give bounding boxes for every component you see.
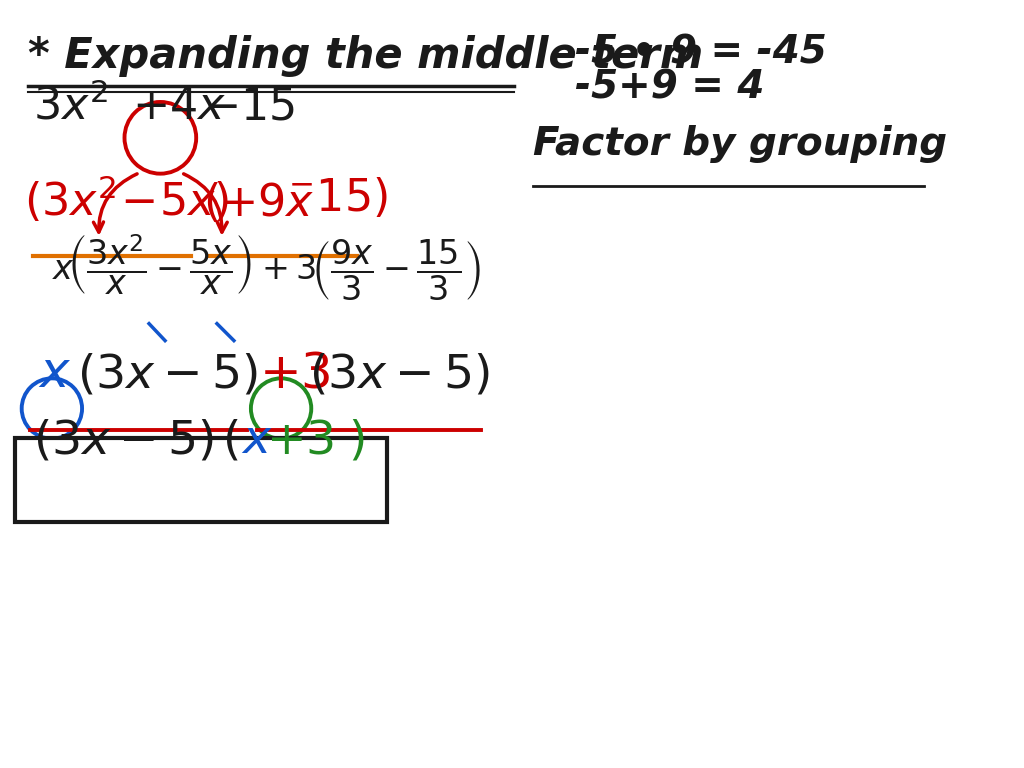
Text: $(3x - 5)$: $(3x - 5)$ bbox=[78, 353, 258, 397]
Text: $x$: $x$ bbox=[38, 349, 71, 397]
Text: $3x^2$: $3x^2$ bbox=[33, 84, 109, 128]
Text: * Expanding the middle term: * Expanding the middle term bbox=[29, 35, 703, 77]
Text: $+3\;)$: $+3\;)$ bbox=[266, 419, 365, 463]
Text: $+3$: $+3$ bbox=[259, 349, 331, 397]
Text: $x$: $x$ bbox=[241, 419, 272, 463]
Text: $(+9x$: $(+9x$ bbox=[203, 180, 314, 224]
Text: $+4x$: $+4x$ bbox=[132, 85, 226, 128]
Text: $x\!\left(\dfrac{3x^2}{x}-\dfrac{5x}{x}\right)+3\!\left(\dfrac{9x}{3}-\dfrac{15}: $x\!\left(\dfrac{3x^2}{x}-\dfrac{5x}{x}\… bbox=[52, 233, 480, 303]
Text: $- 15$: $- 15$ bbox=[203, 85, 295, 128]
Text: Factor by grouping: Factor by grouping bbox=[532, 125, 947, 164]
Text: -5+9 = 4: -5+9 = 4 bbox=[575, 68, 765, 107]
Text: $(3x^2\!-\!5x)$: $(3x^2\!-\!5x)$ bbox=[24, 174, 228, 224]
Text: $(3x - 5)$: $(3x - 5)$ bbox=[309, 353, 490, 397]
FancyBboxPatch shape bbox=[15, 438, 387, 521]
Text: $^{-}15)$: $^{-}15)$ bbox=[288, 176, 387, 220]
Text: -5 • 9 = -45: -5 • 9 = -45 bbox=[575, 34, 827, 71]
Text: $( 3x - 5)$: $( 3x - 5)$ bbox=[33, 419, 214, 463]
Text: $($: $($ bbox=[221, 419, 239, 463]
